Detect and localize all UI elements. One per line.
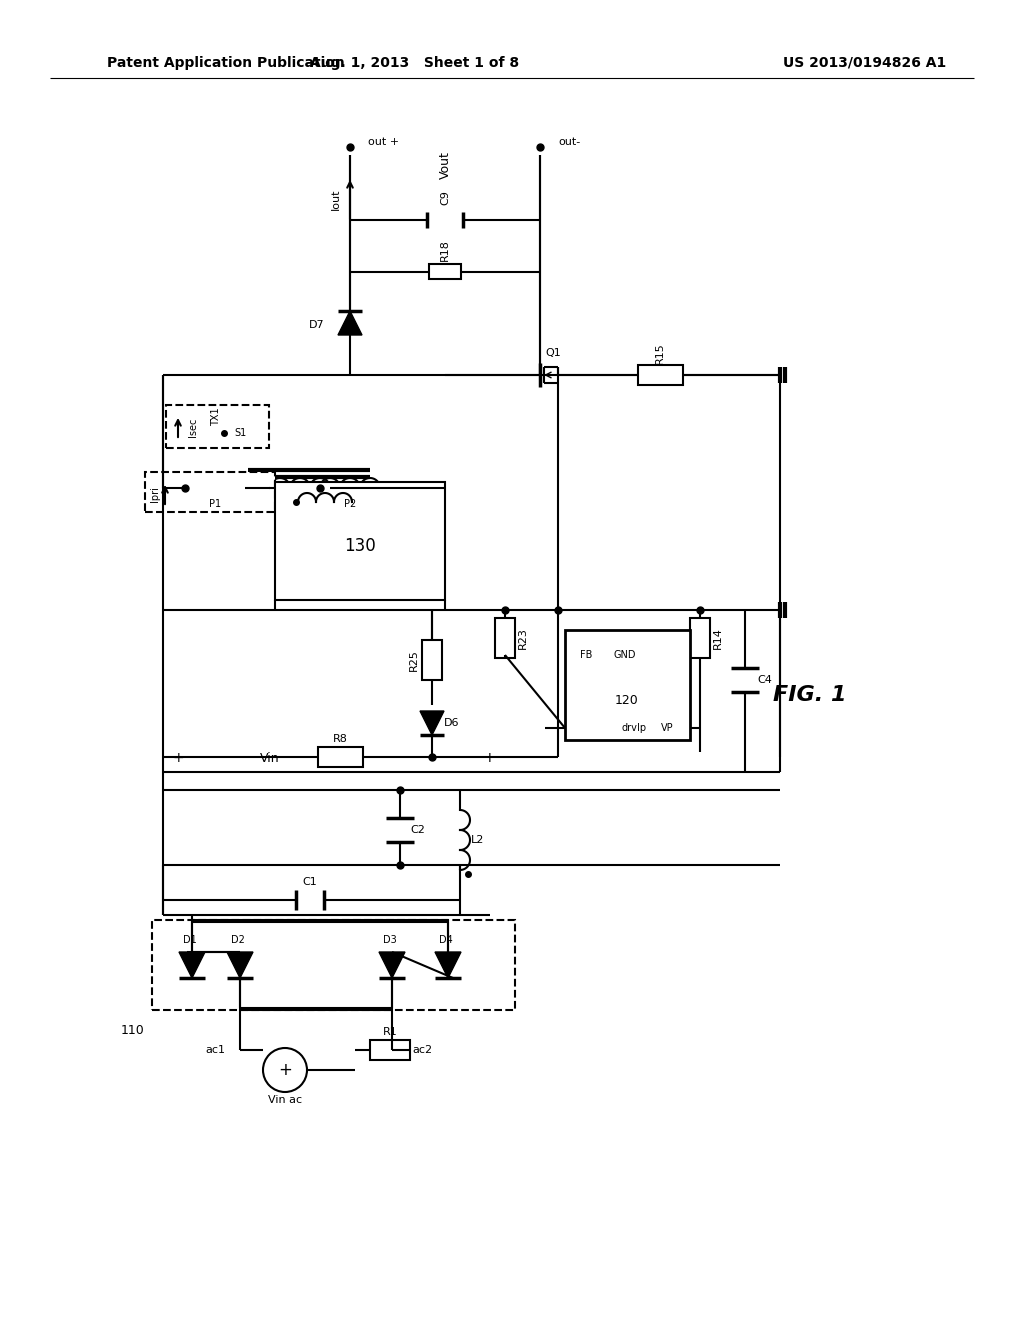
Text: GND: GND bbox=[613, 649, 636, 660]
Text: P1: P1 bbox=[209, 499, 221, 510]
Text: R8: R8 bbox=[333, 734, 347, 744]
Text: R1: R1 bbox=[383, 1027, 397, 1038]
Text: US 2013/0194826 A1: US 2013/0194826 A1 bbox=[783, 55, 946, 70]
Polygon shape bbox=[420, 711, 444, 735]
Text: D7: D7 bbox=[309, 319, 325, 330]
Bar bbox=[145, 473, 275, 512]
Bar bbox=[495, 618, 515, 657]
Text: Ip: Ip bbox=[637, 723, 646, 733]
Text: D6: D6 bbox=[444, 718, 460, 729]
Text: TX1: TX1 bbox=[211, 408, 221, 426]
Text: P2: P2 bbox=[344, 499, 356, 510]
Text: R23: R23 bbox=[518, 627, 528, 649]
Polygon shape bbox=[435, 952, 461, 978]
Text: Aug. 1, 2013   Sheet 1 of 8: Aug. 1, 2013 Sheet 1 of 8 bbox=[310, 55, 519, 70]
Text: FB: FB bbox=[580, 649, 592, 660]
Text: R14: R14 bbox=[713, 627, 723, 649]
Bar bbox=[565, 630, 690, 741]
Text: VP: VP bbox=[660, 723, 674, 733]
Bar bbox=[638, 366, 683, 385]
Text: S1: S1 bbox=[234, 428, 246, 438]
Text: 130: 130 bbox=[344, 537, 376, 554]
Bar bbox=[422, 640, 442, 680]
Bar bbox=[690, 618, 710, 657]
Text: L2: L2 bbox=[471, 836, 484, 845]
Text: out +: out + bbox=[368, 137, 399, 147]
Text: C2: C2 bbox=[411, 825, 425, 836]
Text: C9: C9 bbox=[440, 190, 450, 206]
Text: R18: R18 bbox=[440, 239, 450, 261]
Bar bbox=[370, 1040, 410, 1060]
Text: 110: 110 bbox=[120, 1023, 144, 1036]
Text: out-: out- bbox=[558, 137, 581, 147]
Text: Vin: Vin bbox=[260, 751, 280, 764]
Text: C4: C4 bbox=[758, 675, 772, 685]
Text: ac2: ac2 bbox=[412, 1045, 432, 1055]
Text: R15: R15 bbox=[655, 342, 665, 364]
Text: +: + bbox=[279, 1061, 292, 1078]
Text: Vout: Vout bbox=[438, 150, 452, 180]
Text: FIG. 1: FIG. 1 bbox=[773, 685, 847, 705]
Text: R25: R25 bbox=[409, 649, 419, 671]
Text: Q1: Q1 bbox=[545, 348, 561, 358]
Polygon shape bbox=[227, 952, 253, 978]
Text: Patent Application Publication: Patent Application Publication bbox=[106, 55, 345, 70]
Bar bbox=[166, 405, 269, 447]
Text: D4: D4 bbox=[439, 935, 453, 945]
Polygon shape bbox=[379, 952, 406, 978]
Text: I: I bbox=[488, 751, 492, 764]
Bar bbox=[275, 482, 445, 601]
Text: drv: drv bbox=[622, 723, 638, 733]
Bar bbox=[318, 747, 362, 767]
Text: Iout: Iout bbox=[331, 189, 341, 210]
Bar bbox=[429, 264, 461, 279]
Text: ac1: ac1 bbox=[205, 1045, 225, 1055]
Polygon shape bbox=[338, 312, 362, 335]
Text: D1: D1 bbox=[183, 935, 197, 945]
Text: 120: 120 bbox=[615, 693, 639, 706]
Text: C1: C1 bbox=[303, 876, 317, 887]
Text: D2: D2 bbox=[231, 935, 245, 945]
Text: +: + bbox=[173, 751, 184, 766]
Text: Ipri: Ipri bbox=[150, 486, 160, 502]
Bar bbox=[152, 920, 515, 1010]
Polygon shape bbox=[179, 952, 205, 978]
Text: Vin ac: Vin ac bbox=[268, 1096, 302, 1105]
Text: D3: D3 bbox=[383, 935, 397, 945]
Text: Isec: Isec bbox=[188, 417, 198, 437]
